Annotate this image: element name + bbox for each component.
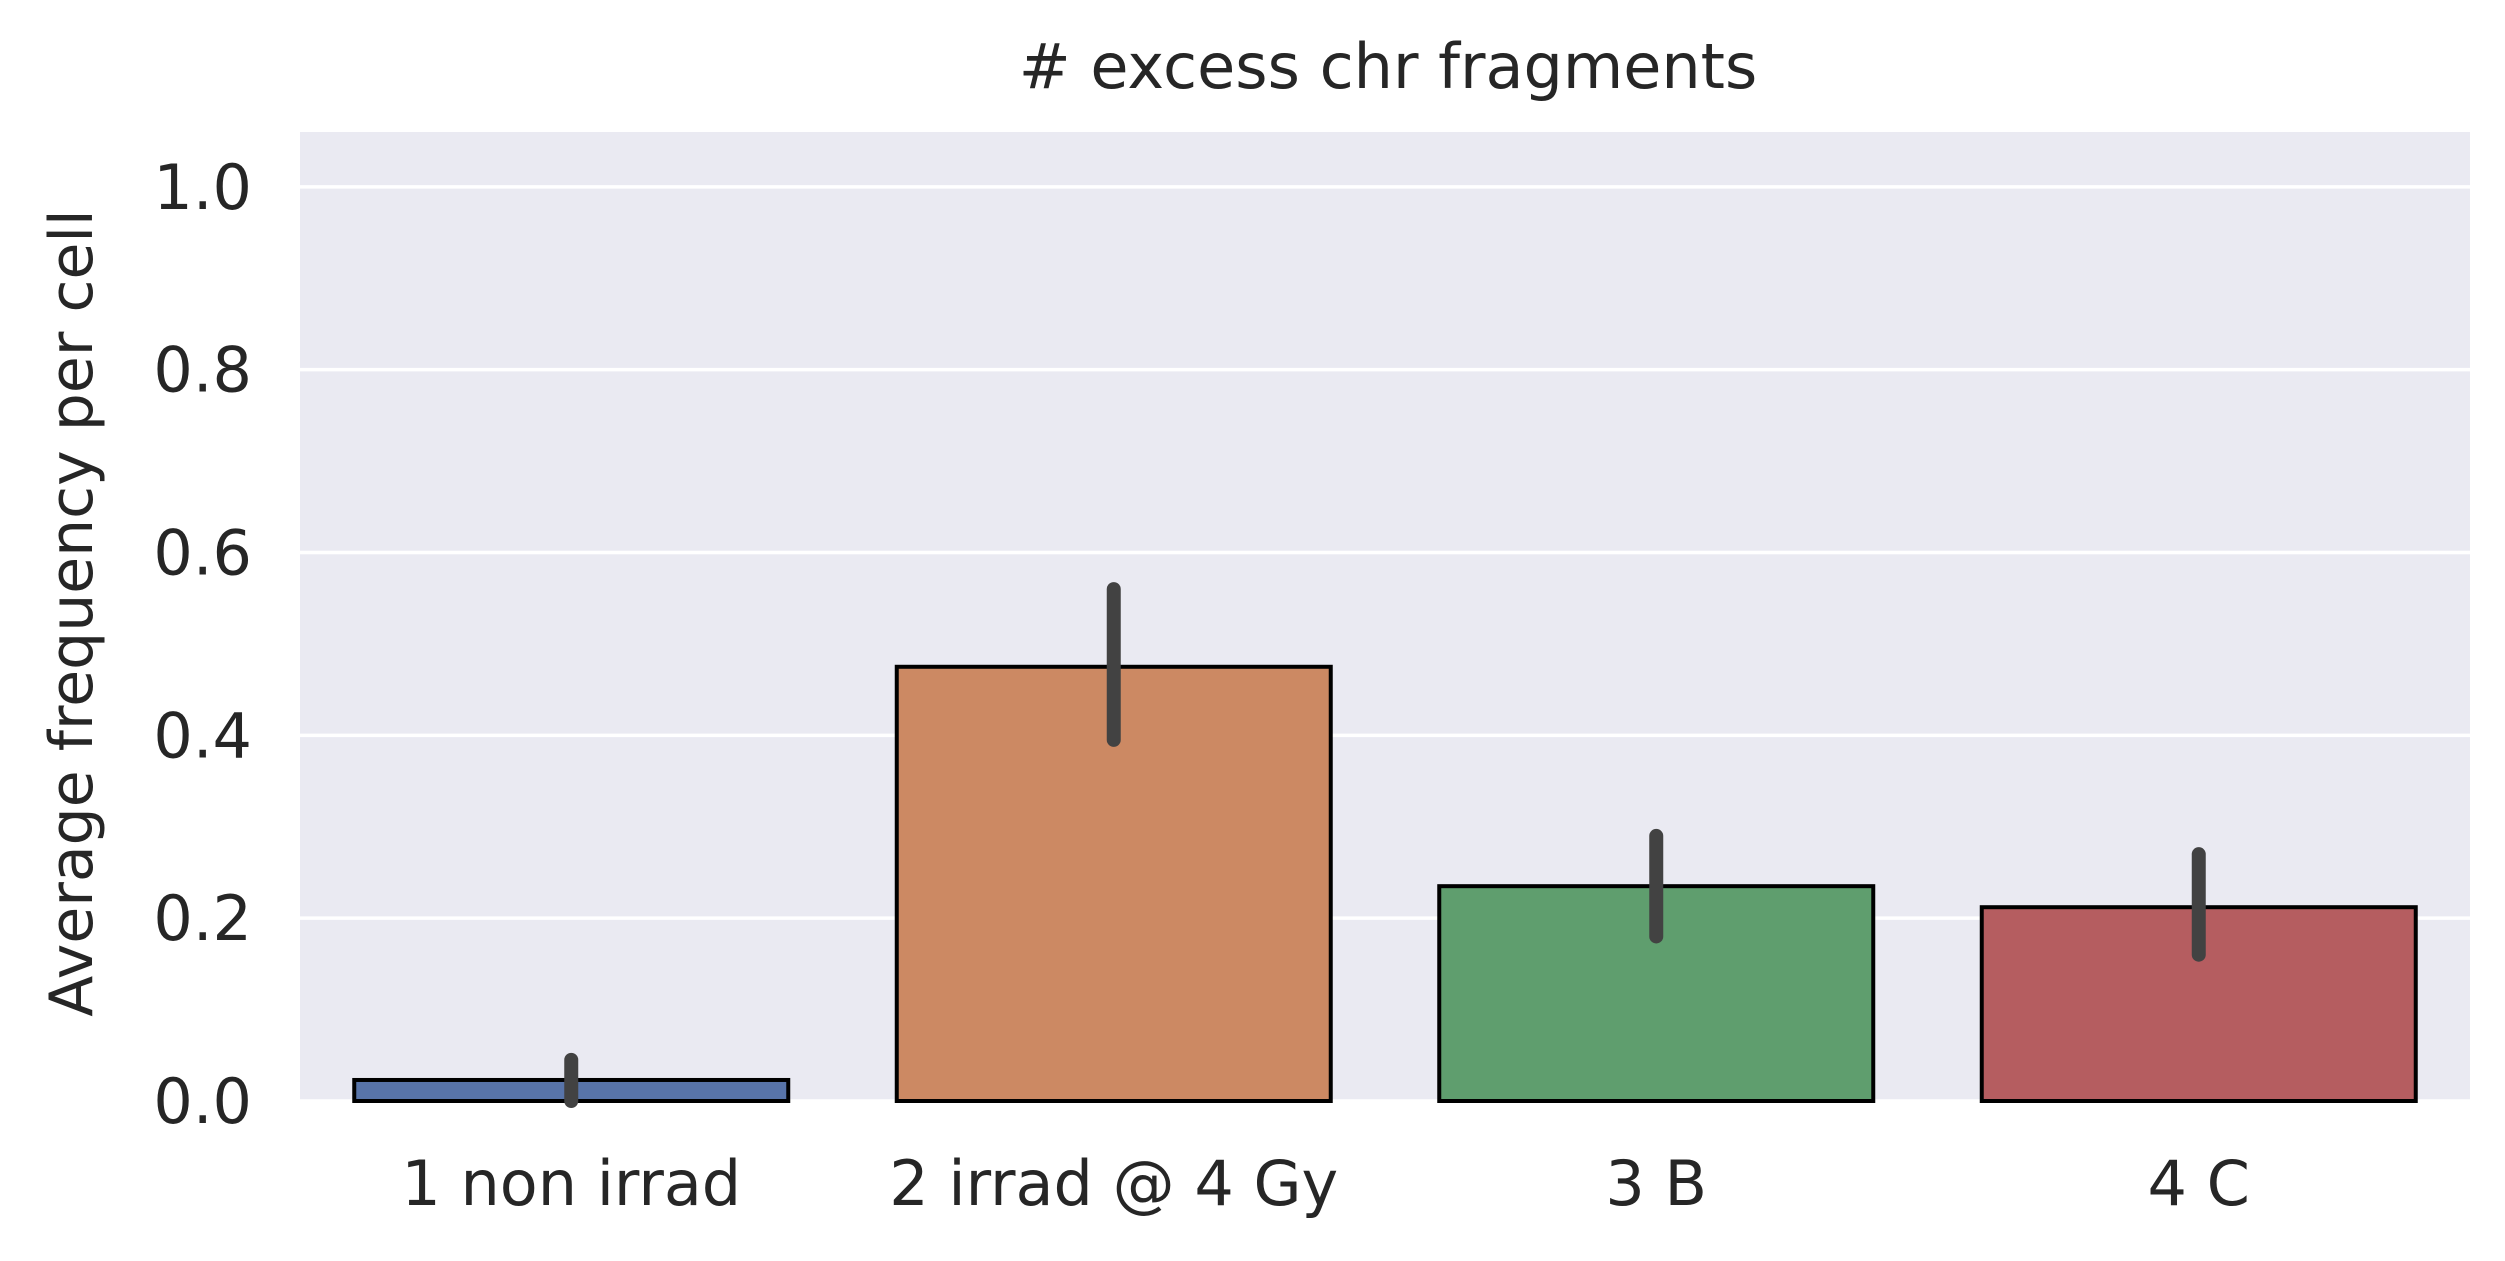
- y-tick-label: 0.8: [153, 334, 252, 407]
- x-tick-label: 2 irrad @ 4 Gy: [889, 1147, 1338, 1220]
- y-tick-label: 0.2: [153, 882, 252, 955]
- chart-title: # excess chr fragments: [1019, 30, 1758, 103]
- plot-area: 0.0 0.2 0.4 0.6 0.8 1.0 1 non irrad 2 irrad @ 4…: [153, 132, 2470, 1220]
- y-tick-label: 1.0: [153, 151, 252, 224]
- x-tick-label: 3 B: [1605, 1147, 1707, 1220]
- y-tick-label: 0.4: [153, 699, 252, 772]
- y-axis-label: Average frequency per cell: [37, 209, 107, 1016]
- y-tick-label: 0.0: [153, 1065, 252, 1138]
- x-tick-label: 4 C: [2148, 1147, 2250, 1220]
- y-tick-label: 0.6: [153, 517, 252, 590]
- x-tick-label: 1 non irrad: [401, 1147, 741, 1220]
